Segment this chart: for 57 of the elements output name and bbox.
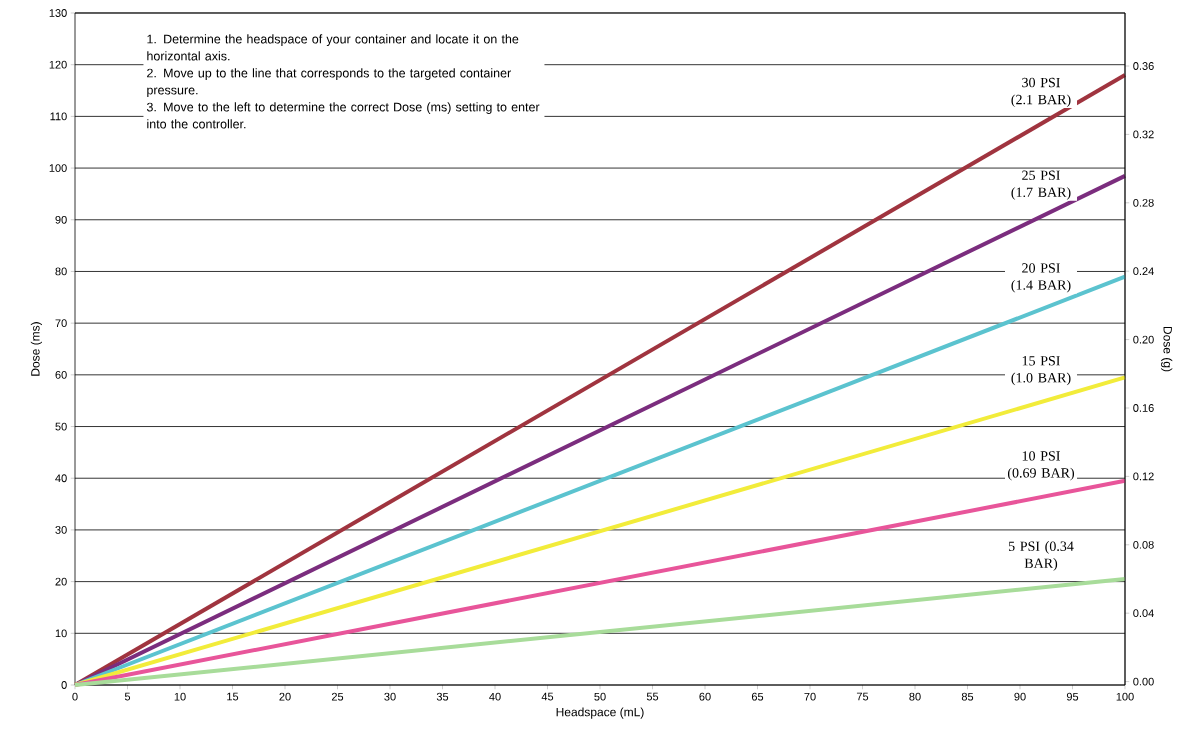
y-tick-label: 30 (55, 526, 67, 534)
x-tick-label: 45 (541, 692, 554, 701)
x-tick-label: 75 (856, 692, 869, 701)
series-label: 30 PSI (2.1 BAR) (1011, 77, 1071, 108)
y2-tick-label: 0.36 (1133, 62, 1154, 70)
y2-tick-label: 0.28 (1133, 198, 1154, 207)
y2-tick-label: 0.00 (1133, 677, 1154, 686)
x-tick-label: 85 (961, 692, 974, 701)
y-tick-label: 120 (49, 60, 67, 69)
series-label: 5 PSI (0.34 BAR) (1008, 541, 1074, 571)
y2-tick-label: 0.16 (1133, 404, 1154, 412)
y2-tick-label: 0.12 (1133, 472, 1154, 481)
x-tick-label: 0 (72, 692, 78, 701)
y-tick-label: 40 (55, 474, 67, 483)
y-tick-label: 60 (55, 370, 67, 379)
y2-tick-label: 0.20 (1133, 335, 1154, 344)
x-tick-label: 30 (384, 692, 396, 701)
x-tick-label: 35 (436, 692, 449, 701)
annotation: 2. Move up to the line that corresponds to the targeted container pressure. (147, 68, 511, 97)
y2-axis-title: Dose (g) (1161, 326, 1173, 372)
x-tick-label: 55 (646, 692, 659, 701)
x-tick-label: 25 (331, 692, 344, 701)
x-tick-label: 40 (489, 692, 501, 701)
annotation: 1. Determine the headspace of your container and locate it on the horizontal axis. (147, 34, 519, 61)
x-tick-label: 60 (699, 692, 711, 701)
x-tick-label: 20 (279, 692, 291, 701)
x-tick-label: 50 (594, 692, 606, 701)
y-tick-label: 90 (55, 215, 67, 224)
y-tick-label: 110 (50, 112, 67, 121)
y-axis-title: Dose (ms) (30, 322, 42, 376)
y-tick-label: 80 (55, 267, 67, 276)
y-tick-label: 20 (55, 577, 67, 586)
y-tick-label: 70 (55, 319, 67, 328)
x-tick-label: 90 (1014, 692, 1026, 701)
x-tick-label: 10 (174, 692, 186, 701)
x-tick-label: 15 (227, 692, 239, 701)
y-tick-label: 130 (49, 9, 67, 17)
x-axis-title: Headspace (mL) (556, 707, 644, 719)
y-tick-label: 10 (55, 629, 67, 638)
series-label: 25 PSI (1.7 BAR) (1011, 170, 1071, 200)
series-label: 10 PSI (0.69 BAR) (1007, 451, 1075, 481)
x-tick-label: 95 (1066, 692, 1079, 701)
y-tick-label: 100 (49, 164, 67, 172)
x-tick-label: 80 (909, 692, 921, 701)
series-label: 20 PSI (1.4 BAR) (1011, 263, 1071, 293)
y2-tick-label: 0.32 (1133, 130, 1154, 139)
x-tick-label: 100 (1116, 692, 1134, 701)
x-tick-label: 70 (804, 692, 816, 701)
y-tick-label: 50 (55, 422, 67, 431)
y2-tick-label: 0.24 (1133, 267, 1154, 276)
y2-tick-label: 0.08 (1133, 540, 1154, 549)
annotation: 3. Move to the left to determine the correct Dose (ms) setting to enter into the controller. (146, 102, 540, 129)
series-label: 15 PSI (1.0 BAR) (1011, 356, 1071, 386)
x-tick-label: 65 (751, 692, 764, 701)
y2-tick-label: 0.04 (1133, 609, 1154, 618)
x-tick-label: 5 (124, 692, 131, 701)
y-tick-label: 0 (61, 681, 67, 689)
